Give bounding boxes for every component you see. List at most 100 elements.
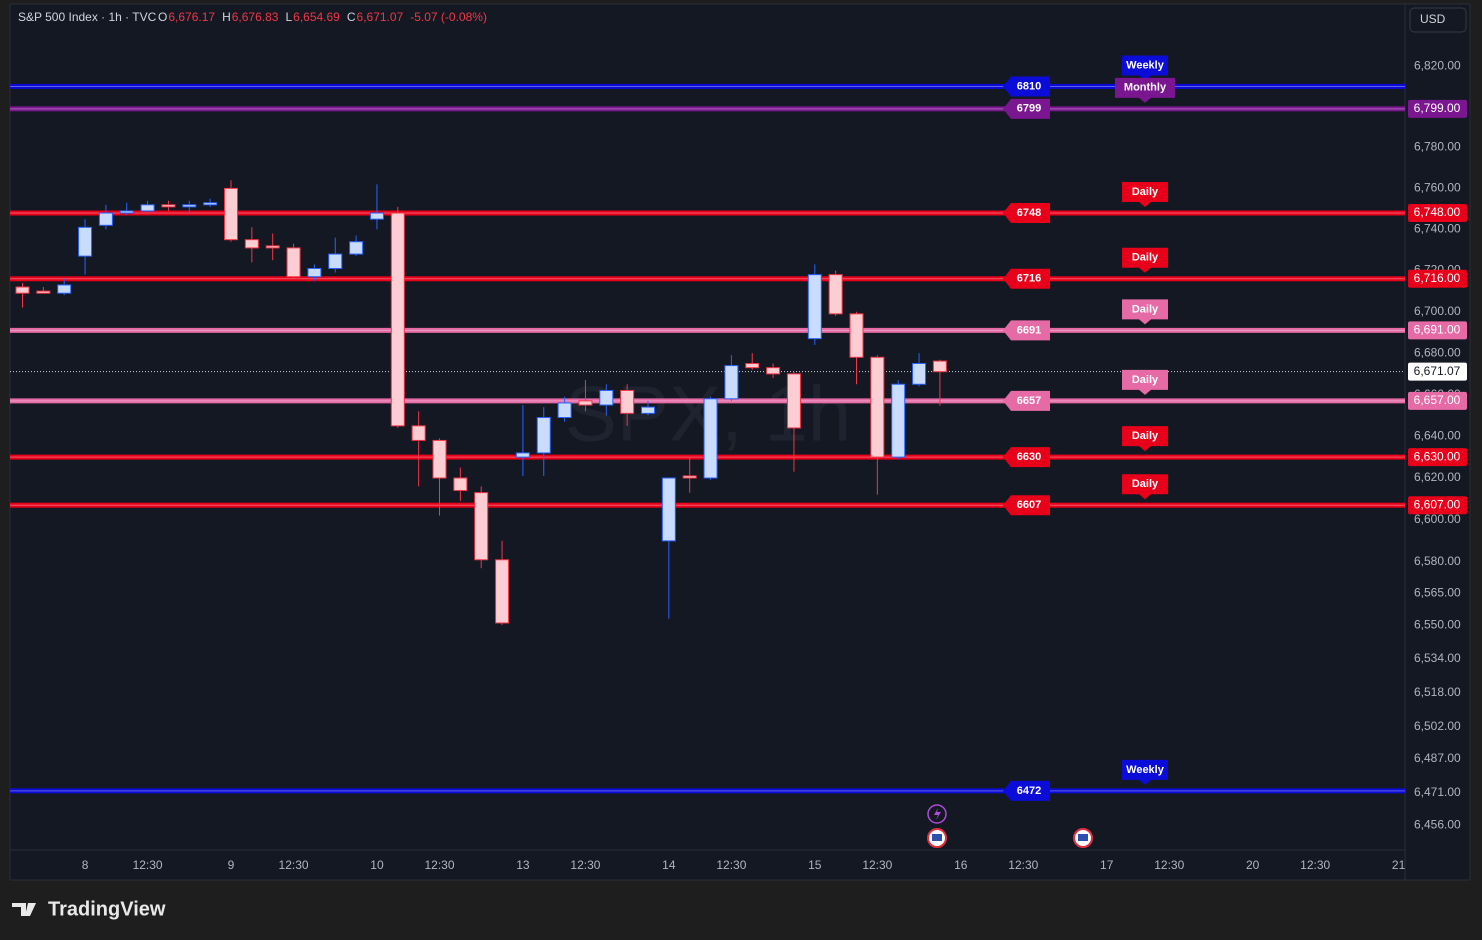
level-price-tag bbox=[1003, 268, 1050, 289]
candle-body bbox=[912, 363, 927, 385]
y-tick-label: 6,760.00 bbox=[1414, 181, 1461, 195]
candle-body bbox=[932, 360, 947, 373]
candle-body bbox=[432, 439, 447, 479]
x-tick-label: 8 bbox=[82, 858, 89, 872]
candle-body bbox=[786, 373, 801, 429]
candle-body bbox=[578, 400, 593, 406]
y-tick-label: 6,487.00 bbox=[1414, 751, 1461, 765]
y-tick-label: 6,456.00 bbox=[1414, 817, 1461, 831]
level-price-tag bbox=[1003, 495, 1050, 516]
event-icons bbox=[927, 804, 1093, 848]
level-price-text: 6716 bbox=[1017, 273, 1041, 285]
level-line bbox=[10, 788, 1405, 794]
candle-body bbox=[870, 356, 885, 458]
axis-price-label: 6,657.00 bbox=[1414, 393, 1461, 407]
level-price-text: 6748 bbox=[1017, 207, 1041, 219]
level-price-text: 6630 bbox=[1017, 451, 1041, 463]
candle-body bbox=[161, 204, 176, 208]
candle-body bbox=[36, 290, 51, 294]
candle-body bbox=[349, 241, 364, 255]
candle-body bbox=[828, 274, 843, 315]
candle-body bbox=[119, 210, 134, 214]
x-tick-label: 12:30 bbox=[1300, 858, 1330, 872]
x-tick-label: 12:30 bbox=[279, 858, 309, 872]
level-tag-text: Daily bbox=[1132, 374, 1159, 386]
candle-body bbox=[265, 245, 280, 249]
level-price-text: 6810 bbox=[1017, 80, 1041, 92]
x-tick-label: 10 bbox=[370, 858, 384, 872]
candle-body bbox=[307, 267, 322, 278]
y-tick-label: 6,740.00 bbox=[1414, 222, 1461, 236]
axis-price-label: 6,607.00 bbox=[1414, 497, 1461, 511]
candle-body bbox=[766, 367, 781, 375]
axis-price-box bbox=[1408, 269, 1467, 288]
level-price-tag bbox=[1003, 98, 1050, 119]
level-tag-text: Daily bbox=[1132, 303, 1159, 315]
level-price-tag bbox=[1003, 202, 1050, 223]
level-price-text: 6472 bbox=[1017, 785, 1041, 797]
y-tick-label: 6,700.00 bbox=[1414, 304, 1461, 318]
candle-body bbox=[849, 313, 864, 358]
candle-body bbox=[224, 187, 238, 241]
legend-key: O bbox=[158, 10, 167, 24]
candle-body bbox=[891, 383, 906, 458]
lightning bbox=[934, 808, 941, 820]
level-tag bbox=[1122, 369, 1168, 395]
flag bbox=[932, 834, 942, 841]
y-tick-label: 6,580.00 bbox=[1414, 554, 1461, 568]
ohlc-legend: O 6,676.17 H 6,676.83 L 6,654.69 C 6,671.07 -5.0… bbox=[158, 10, 487, 24]
level-tag-text: Daily bbox=[1132, 186, 1159, 198]
level-line bbox=[10, 276, 1405, 282]
candle-body bbox=[244, 239, 259, 249]
x-tick-label: 15 bbox=[808, 858, 822, 872]
candle-body bbox=[641, 406, 655, 414]
y-tick-label: 6,780.00 bbox=[1414, 140, 1461, 154]
level-line bbox=[10, 210, 1405, 216]
candle-body bbox=[453, 477, 468, 492]
candle-body bbox=[15, 286, 30, 294]
axis-price-label: 6,716.00 bbox=[1414, 271, 1461, 285]
level-tag bbox=[1122, 55, 1168, 81]
candle-body bbox=[411, 425, 426, 441]
axis-price-label: 6,691.00 bbox=[1414, 323, 1461, 337]
x-tick-label: 12:30 bbox=[1008, 858, 1038, 872]
level-price-tag bbox=[1003, 780, 1050, 801]
level-price-tag bbox=[1003, 76, 1050, 97]
candle-body bbox=[140, 204, 155, 212]
level-tag bbox=[1122, 181, 1168, 207]
y-tick-label: 6,565.00 bbox=[1414, 586, 1461, 600]
y-tick-label: 6,518.00 bbox=[1414, 685, 1461, 699]
axis-price-label: 6,799.00 bbox=[1414, 101, 1461, 115]
axis-price-box bbox=[1408, 448, 1467, 467]
last-price-box bbox=[1408, 362, 1467, 381]
candle-body bbox=[57, 284, 72, 294]
x-tick-label: 16 bbox=[954, 858, 968, 872]
y-tick-label: 6,471.00 bbox=[1414, 785, 1461, 799]
level-tag bbox=[1122, 299, 1168, 325]
level-price-tag bbox=[1003, 320, 1050, 341]
candle-body bbox=[515, 452, 530, 458]
currency-button[interactable] bbox=[1409, 7, 1467, 33]
candle-body bbox=[78, 226, 93, 257]
legend-value: 6,676.83 bbox=[232, 10, 279, 24]
legend-change: -5.07 (-0.08%) bbox=[410, 10, 487, 24]
candle-body bbox=[98, 212, 113, 226]
x-tick-label: 12:30 bbox=[1154, 858, 1184, 872]
candle-body bbox=[661, 477, 676, 542]
brand-name: TradingView bbox=[48, 898, 166, 920]
y-tick-label: 6,600.00 bbox=[1414, 512, 1461, 526]
level-price-text: 6799 bbox=[1017, 103, 1041, 115]
candle-body bbox=[182, 204, 197, 208]
currency-label[interactable]: USD bbox=[1420, 12, 1446, 26]
x-tick-label: 17 bbox=[1100, 858, 1114, 872]
candle-body bbox=[745, 363, 760, 369]
level-tag bbox=[1115, 77, 1175, 103]
level-tag-text: Monthly bbox=[1124, 82, 1167, 94]
brand-logo: TradingView bbox=[12, 898, 166, 920]
candle-body bbox=[620, 389, 635, 414]
axis-price-box bbox=[1408, 391, 1467, 410]
y-tick-label: 6,550.00 bbox=[1414, 617, 1461, 631]
level-price-tag bbox=[1003, 390, 1050, 411]
